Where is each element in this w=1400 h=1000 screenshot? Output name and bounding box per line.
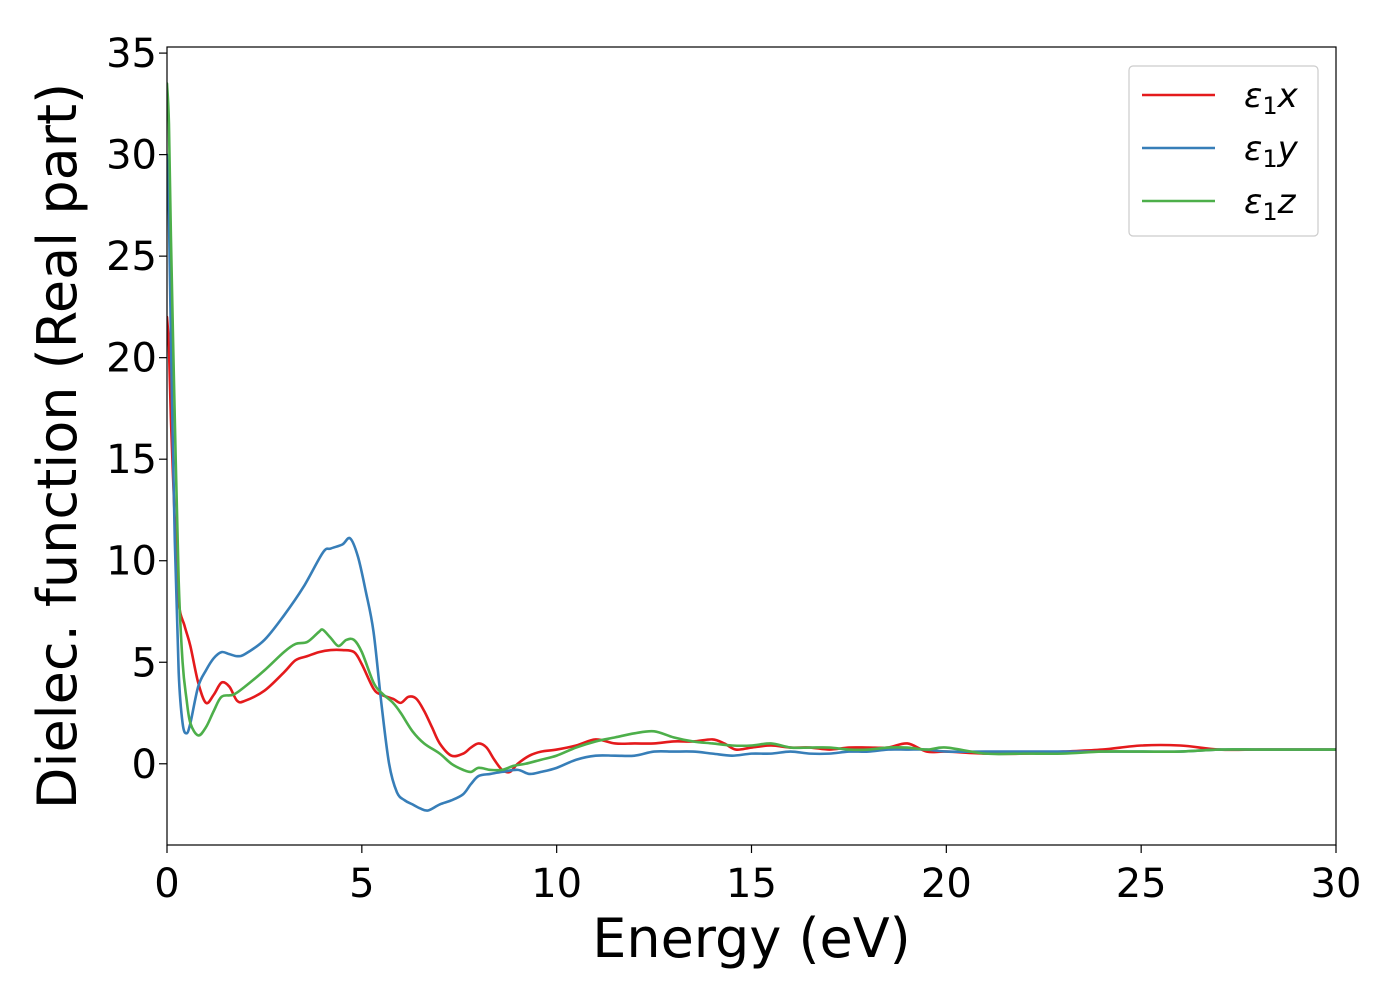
legend-box	[1128, 65, 1319, 237]
legend-label-y: ε1y	[1244, 129, 1299, 173]
x-tick-label: 15	[726, 861, 777, 907]
y-axis: 0 5 10 15 20 25 30 35	[106, 31, 167, 788]
y-tick-label: 35	[106, 31, 157, 77]
x-tick-label: 5	[349, 861, 374, 907]
y-axis-title: Dielec. function (Real part)	[26, 83, 89, 809]
y-tick-label: 30	[106, 133, 157, 179]
x-axis: 0 5 10 15 20 25 30	[154, 845, 1361, 907]
x-tick-label: 30	[1311, 861, 1362, 907]
legend-label-z: ε1z	[1244, 182, 1297, 226]
y-tick-label: 25	[106, 234, 157, 280]
series-line-y	[167, 153, 1336, 812]
series-layer	[167, 82, 1336, 812]
legend: ε1x ε1y ε1z	[1128, 65, 1319, 237]
series-line-z	[167, 82, 1336, 774]
series-line-x	[167, 315, 1336, 774]
legend-label-x: ε1x	[1244, 76, 1299, 120]
x-tick-label: 20	[921, 861, 972, 907]
x-axis-title: Energy (eV)	[592, 907, 911, 970]
y-tick-label: 0	[132, 742, 157, 788]
y-tick-label: 5	[132, 640, 157, 686]
y-tick-label: 15	[106, 437, 157, 483]
x-tick-label: 0	[154, 861, 179, 907]
y-tick-label: 10	[106, 539, 157, 585]
x-tick-label: 10	[531, 861, 582, 907]
y-tick-label: 20	[106, 336, 157, 382]
x-tick-label: 25	[1116, 861, 1167, 907]
